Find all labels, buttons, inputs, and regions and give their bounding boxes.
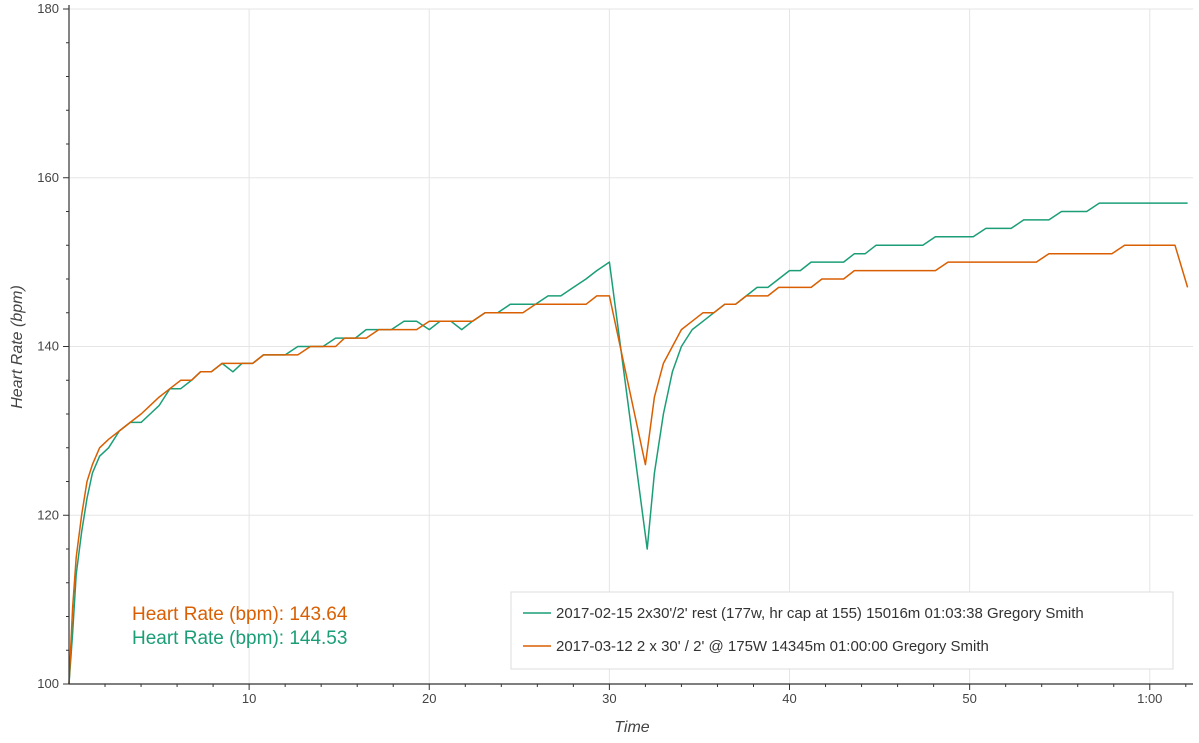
legend-entry-orange: 2017-03-12 2 x 30' / 2' @ 175W 14345m 01… xyxy=(556,638,989,655)
y-tick-label: 160 xyxy=(37,170,59,185)
y-tick-label: 120 xyxy=(37,507,59,522)
annotations: Heart Rate (bpm): 143.64 Heart Rate (bpm… xyxy=(132,604,348,649)
annotation-green-mean: Heart Rate (bpm): 144.53 xyxy=(132,628,347,649)
y-tick-label: 140 xyxy=(37,339,59,354)
x-tick-label: 1:00 xyxy=(1137,691,1162,706)
series-layer xyxy=(68,202,1189,685)
legend-box xyxy=(510,591,1174,670)
axes xyxy=(63,5,1193,690)
legend-entry-green: 2017-02-15 2x30'/2' rest (177w, hr cap a… xyxy=(556,605,1084,622)
x-tick-label: 40 xyxy=(782,691,796,706)
x-tick-label: 50 xyxy=(962,691,976,706)
y-axis-label: Heart Rate (bpm) xyxy=(9,285,26,409)
legend: 2017-02-15 2x30'/2' rest (177w, hr cap a… xyxy=(510,591,1174,670)
series-line-orange xyxy=(68,244,1189,685)
annotation-orange-mean: Heart Rate (bpm): 143.64 xyxy=(132,604,348,625)
x-tick-label: 30 xyxy=(602,691,616,706)
y-tick-label: 100 xyxy=(37,676,59,691)
tick-labels: 100 120 140 160 180 10 20 30 40 50 1:00 xyxy=(37,1,1162,706)
x-tick-label: 20 xyxy=(422,691,436,706)
x-axis-label: Time xyxy=(614,719,650,736)
y-tick-label: 180 xyxy=(37,1,59,16)
x-tick-label: 10 xyxy=(242,691,256,706)
